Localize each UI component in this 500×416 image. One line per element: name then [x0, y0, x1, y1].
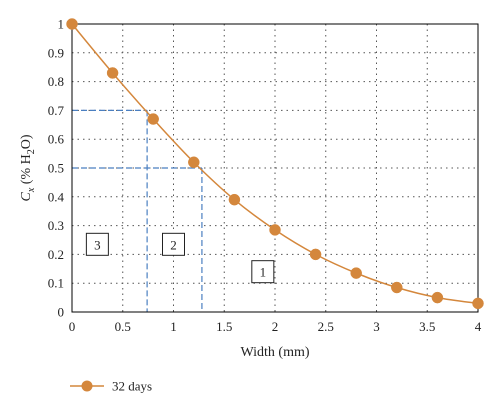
- x-tick-label: 1.5: [216, 319, 232, 334]
- y-tick-label: 0.7: [48, 103, 65, 118]
- legend-label: 32 days: [112, 379, 152, 394]
- y-tick-label: 1: [58, 17, 65, 32]
- data-point: [66, 18, 78, 30]
- region-box: [251, 260, 275, 284]
- x-tick-label: 0.5: [115, 319, 131, 334]
- y-axis-title: Cx (% H2O): [19, 134, 37, 201]
- series-32-days: [66, 18, 484, 310]
- guide-lines: [72, 109, 203, 312]
- x-axis-title: Width (mm): [240, 345, 309, 360]
- data-point: [106, 67, 119, 79]
- region-label-box: 3: [85, 232, 109, 256]
- region-box: [162, 232, 185, 256]
- y-tick-label: 0.6: [48, 132, 65, 147]
- region-label: 2: [170, 237, 177, 252]
- data-point: [147, 113, 159, 125]
- y-tick-label: 0.4: [48, 189, 65, 204]
- region-label-box: 1: [251, 260, 275, 284]
- y-tick-label: 0.9: [48, 45, 64, 60]
- data-point: [472, 297, 484, 310]
- axes: [71, 23, 479, 313]
- x-tick-label: 1: [170, 319, 177, 334]
- y-tick-label: 0: [58, 305, 65, 320]
- y-tick-label: 0.1: [48, 276, 64, 291]
- plot-frame: [71, 23, 479, 313]
- x-tick-label: 0: [69, 319, 76, 334]
- data-point: [188, 156, 200, 168]
- data-point: [269, 224, 281, 236]
- grid: [72, 24, 478, 312]
- x-tick-label: 4: [475, 319, 482, 334]
- legend-marker: [81, 380, 93, 392]
- x-tick-label: 2: [272, 319, 279, 334]
- data-point: [350, 267, 362, 279]
- x-tick-label: 2.5: [318, 319, 334, 334]
- y-tick-label: 0.5: [48, 161, 64, 176]
- region-label-box: 2: [162, 232, 185, 256]
- data-point: [431, 291, 444, 304]
- data-point: [228, 193, 241, 206]
- data-point: [391, 281, 403, 294]
- y-tick-label: 0.3: [48, 218, 64, 233]
- region-label: 3: [94, 237, 101, 252]
- x-tick-label: 3: [373, 319, 380, 334]
- tick-labels: 0 0.5 1 1.5 2 2.5 3 3.5 4 0 0.1 0.2 0.3 0.4 0.5 0.6 0.7 0…: [48, 17, 482, 335]
- region-label: 1: [260, 265, 267, 280]
- x-tick-label: 3.5: [419, 319, 435, 334]
- data-point: [309, 248, 322, 261]
- y-tick-label: 0.2: [48, 247, 64, 262]
- y-tick-label: 0.8: [48, 74, 64, 89]
- region-box: [85, 232, 109, 256]
- legend: 32 days: [70, 379, 152, 394]
- region-labels: 3 2 1: [85, 232, 275, 284]
